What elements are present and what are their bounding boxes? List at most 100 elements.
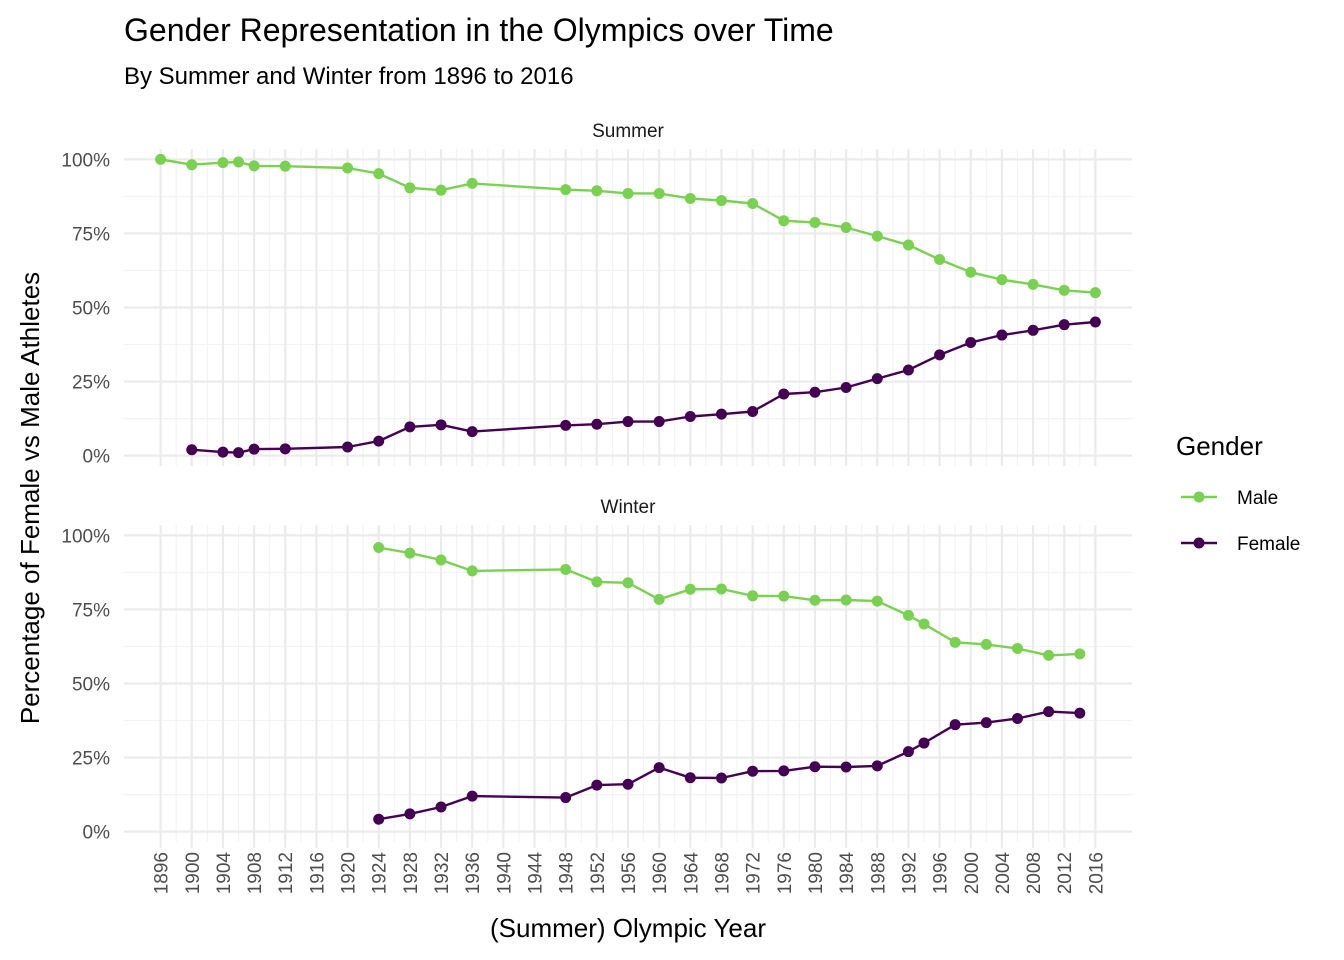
data-point — [233, 447, 245, 459]
data-point — [1011, 643, 1023, 655]
series-female — [186, 316, 1101, 459]
y-tick-label: 25% — [72, 749, 110, 770]
data-point — [747, 590, 759, 602]
data-point — [715, 408, 727, 420]
x-tick-label: 1992 — [899, 852, 920, 894]
legend-item-male: Male — [1181, 488, 1278, 509]
data-point — [778, 590, 790, 602]
data-point — [622, 416, 634, 428]
data-point — [902, 609, 914, 621]
x-tick-label: 2012 — [1055, 852, 1076, 894]
data-point — [653, 187, 665, 199]
data-point — [902, 364, 914, 376]
data-point — [560, 792, 572, 804]
y-tick-label: 25% — [72, 373, 110, 394]
data-point — [980, 638, 992, 650]
y-tick-label: 50% — [72, 299, 110, 320]
data-point — [466, 177, 478, 189]
data-point — [918, 618, 930, 630]
data-point — [233, 156, 245, 168]
data-point — [747, 198, 759, 210]
data-point — [778, 215, 790, 227]
data-point — [466, 790, 478, 802]
series-male — [373, 542, 1086, 661]
legend-label-male: Male — [1237, 488, 1278, 509]
data-point — [902, 239, 914, 251]
data-point — [840, 761, 852, 773]
legend: Gender Male Female — [1176, 431, 1300, 555]
data-point — [653, 416, 665, 428]
x-tick-label: 1900 — [183, 852, 204, 894]
data-point — [622, 577, 634, 589]
data-point — [684, 192, 696, 204]
data-point — [996, 274, 1008, 286]
series-line-female — [191, 320, 1096, 454]
x-tick-label: 1912 — [276, 852, 297, 894]
data-point — [965, 336, 977, 348]
data-point — [653, 762, 665, 774]
x-tick-label: 1964 — [681, 852, 702, 895]
data-point — [591, 779, 603, 791]
x-tick-label: 2000 — [962, 852, 983, 894]
x-axis: 1896 1900 1904 1908 1912 1916 1920 1924 1928 1932… — [152, 842, 1107, 895]
y-tick-label: 75% — [72, 224, 110, 245]
data-point — [622, 778, 634, 790]
data-point — [248, 443, 260, 455]
legend-label-female: Female — [1237, 534, 1300, 555]
series-line-male — [378, 546, 1080, 657]
data-point — [747, 765, 759, 777]
x-tick-label: 2008 — [1024, 852, 1045, 894]
x-tick-label: 1904 — [214, 852, 235, 895]
data-point — [778, 388, 790, 400]
x-tick-label: 1960 — [650, 852, 671, 894]
chart-title: Gender Representation in the Olympics ov… — [124, 12, 834, 48]
x-tick-label: 1952 — [588, 852, 609, 894]
data-point — [653, 593, 665, 605]
legend-key-point — [1193, 491, 1205, 503]
x-tick-label: 1988 — [868, 852, 889, 894]
data-point — [840, 381, 852, 393]
data-point — [965, 266, 977, 278]
data-point — [1027, 278, 1039, 290]
x-tick-label: 1976 — [775, 852, 796, 894]
data-point — [466, 426, 478, 438]
data-point — [591, 576, 603, 588]
x-tick-label: 1936 — [463, 852, 484, 894]
data-point — [217, 157, 229, 169]
data-point — [248, 160, 260, 172]
data-point — [279, 160, 291, 172]
data-point — [809, 594, 821, 606]
x-axis-title: (Summer) Olympic Year — [490, 913, 766, 943]
legend-title: Gender — [1176, 431, 1263, 461]
data-point — [1089, 316, 1101, 328]
data-point — [715, 772, 727, 784]
data-point — [871, 595, 883, 607]
data-point — [217, 446, 229, 458]
data-point — [918, 737, 930, 749]
data-point — [840, 594, 852, 606]
series-female — [373, 706, 1086, 825]
data-point — [560, 184, 572, 196]
data-point — [809, 761, 821, 773]
x-tick-label: 1920 — [339, 852, 360, 894]
data-point — [404, 421, 416, 433]
data-point — [778, 765, 790, 777]
data-point — [902, 746, 914, 758]
data-point — [404, 547, 416, 559]
y-tick-label: 75% — [72, 600, 110, 621]
data-point — [373, 168, 385, 180]
data-point — [715, 195, 727, 207]
data-point — [715, 583, 727, 595]
x-tick-label: 1948 — [557, 852, 578, 894]
y-axis-title: Percentage of Female vs Male Athletes — [15, 272, 45, 724]
x-tick-label: 1968 — [712, 852, 733, 894]
data-point — [591, 185, 603, 197]
data-point — [934, 254, 946, 266]
x-tick-label: 1984 — [837, 852, 858, 895]
data-point — [809, 386, 821, 398]
data-point — [373, 435, 385, 447]
y-tick-label: 50% — [72, 675, 110, 696]
data-point — [1074, 648, 1086, 660]
y-tick-label: 0% — [83, 823, 111, 844]
data-point — [591, 418, 603, 430]
